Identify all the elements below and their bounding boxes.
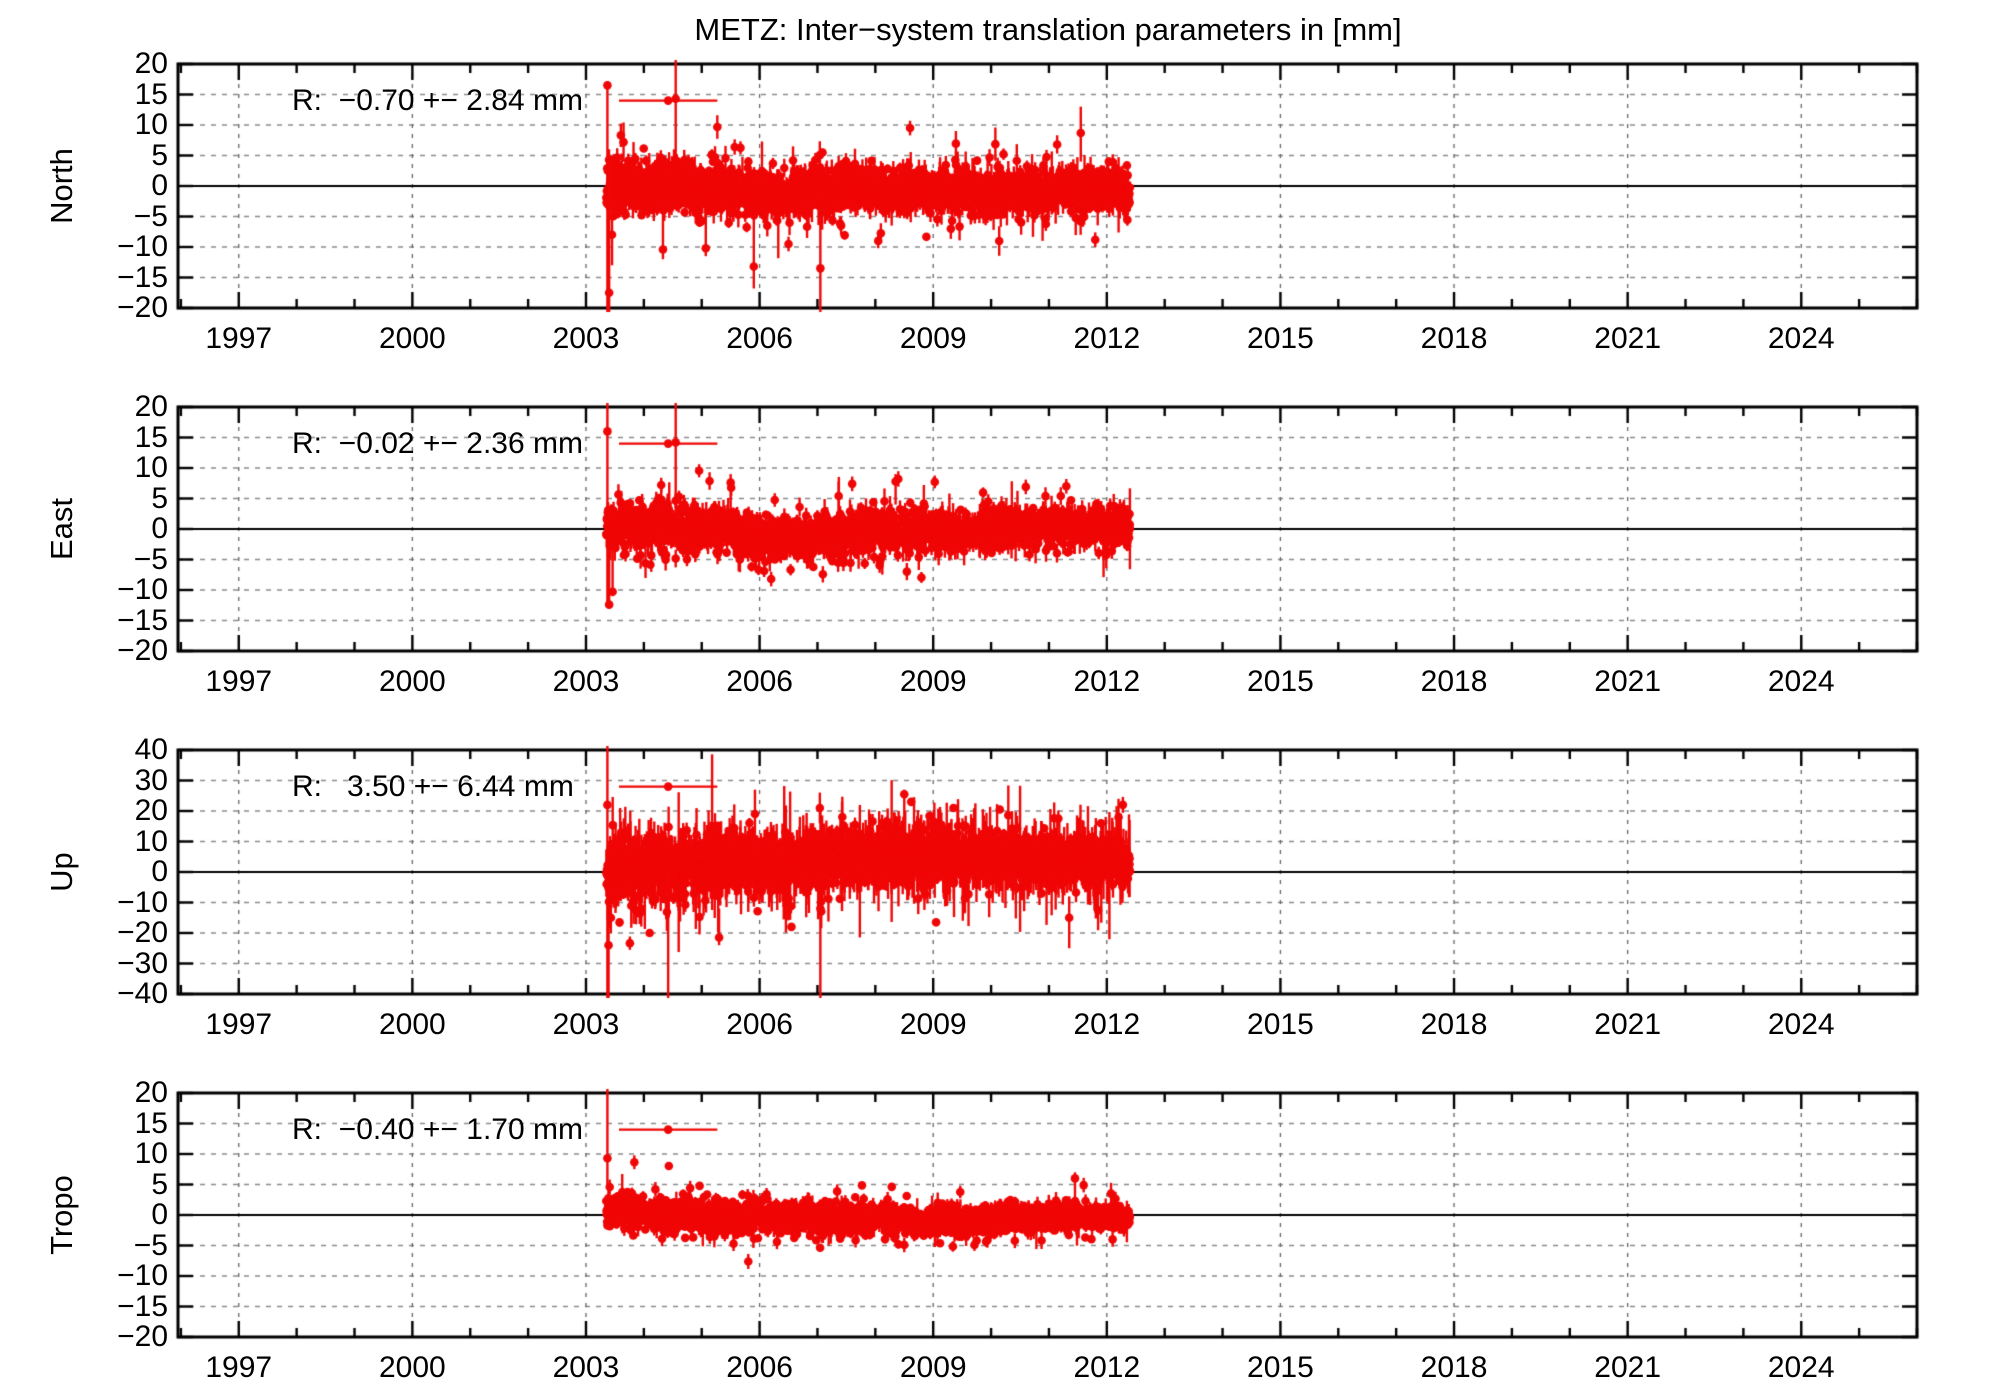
x-tick-label: 2015 (1247, 1351, 1314, 1384)
y-tick-label: −10 (117, 573, 168, 606)
y-tick-label: −20 (117, 634, 168, 667)
y-tick-label: −15 (117, 1289, 168, 1323)
x-tick-label: 2009 (899, 322, 967, 355)
y-tick-label: 20 (134, 794, 168, 827)
y-tick-label: 10 (134, 451, 168, 484)
y-tick-label: 15 (134, 420, 168, 454)
y-tick-label: 10 (134, 108, 168, 141)
legend-text-north: R: −0.70 +− 2.84 mm (292, 84, 583, 117)
x-tick-label: 2024 (1767, 1351, 1835, 1384)
y-tick-label: −10 (117, 885, 168, 919)
y-tick-label: −5 (133, 1228, 168, 1262)
y-tick-label: 5 (151, 481, 168, 515)
y-tick-label: 15 (134, 77, 168, 111)
y-tick-label: 5 (151, 138, 168, 172)
x-tick-label: 1997 (205, 322, 273, 355)
x-tick-label: 1997 (205, 665, 273, 698)
y-tick-label: 10 (134, 824, 168, 858)
x-tick-label: 2015 (1247, 1008, 1314, 1041)
x-tick-label: 2009 (899, 1008, 967, 1041)
x-tick-label: 2003 (552, 1351, 620, 1384)
y-tick-label: −5 (133, 199, 168, 233)
y-tick-label: −10 (117, 1259, 168, 1292)
y-tick-label: 0 (151, 512, 168, 545)
y-tick-label: 0 (151, 855, 168, 888)
y-tick-label: −30 (117, 946, 168, 980)
x-tick-label: 2021 (1594, 1008, 1662, 1041)
x-tick-label: 2012 (1073, 1008, 1141, 1041)
x-tick-label: 2021 (1594, 665, 1662, 698)
x-tick-label: 2009 (899, 665, 967, 698)
y-tick-label: 20 (134, 390, 168, 423)
y-tick-label: −20 (117, 291, 168, 324)
x-tick-label: 2006 (726, 322, 793, 355)
x-tick-label: 2012 (1073, 1351, 1141, 1384)
x-tick-label: 2018 (1420, 1351, 1488, 1384)
x-tick-label: 2018 (1420, 665, 1488, 698)
y-tick-label: −20 (117, 1320, 168, 1353)
y-tick-label: 20 (134, 1076, 168, 1109)
legend-text-tropo: R: −0.40 +− 1.70 mm (292, 1113, 583, 1146)
y-tick-label: −40 (117, 977, 168, 1010)
y-tick-label: 20 (134, 47, 168, 80)
legend-text-east: R: −0.02 +− 2.36 mm (292, 427, 583, 460)
legend-text-up: R: 3.50 +− 6.44 mm (292, 770, 574, 803)
x-tick-label: 2012 (1073, 322, 1141, 355)
x-tick-label: 2003 (552, 322, 620, 355)
x-tick-label: 2018 (1420, 322, 1488, 355)
x-tick-label: 1997 (205, 1008, 273, 1041)
x-tick-label: 2003 (552, 1008, 620, 1041)
y-tick-label: −15 (117, 603, 168, 637)
x-tick-label: 2012 (1073, 665, 1141, 698)
x-tick-label: 2000 (378, 665, 446, 698)
chart-title: METZ: Inter−system translation parameter… (694, 12, 1402, 47)
x-tick-label: 2009 (899, 1351, 967, 1384)
y-tick-label: 30 (134, 763, 168, 797)
x-tick-label: 2006 (726, 665, 793, 698)
y-tick-label: 10 (134, 1137, 168, 1170)
y-tick-label: −15 (117, 260, 168, 294)
x-tick-label: 2024 (1767, 1008, 1835, 1041)
y-tick-label: 0 (151, 169, 168, 202)
y-tick-label: −20 (117, 916, 168, 949)
x-tick-label: 2000 (378, 322, 446, 355)
x-tick-label: 2015 (1247, 322, 1314, 355)
y-tick-label: −10 (117, 230, 168, 263)
x-tick-label: 2021 (1594, 322, 1662, 355)
y-tick-label: 15 (134, 1106, 168, 1140)
y-tick-label: 40 (134, 733, 168, 766)
x-tick-label: 2021 (1594, 1351, 1662, 1384)
y-tick-label: 0 (151, 1198, 168, 1231)
x-tick-label: 1997 (205, 1351, 273, 1384)
x-tick-label: 2006 (726, 1008, 793, 1041)
x-tick-label: 2006 (726, 1351, 793, 1384)
x-tick-label: 2003 (552, 665, 620, 698)
x-tick-label: 2000 (378, 1008, 446, 1041)
y-tick-label: 5 (151, 1167, 168, 1201)
x-tick-label: 2024 (1767, 665, 1835, 698)
x-tick-label: 2000 (378, 1351, 446, 1384)
x-tick-label: 2015 (1247, 665, 1314, 698)
x-tick-label: 2024 (1767, 322, 1835, 355)
y-tick-label: −5 (133, 542, 168, 576)
x-tick-label: 2018 (1420, 1008, 1488, 1041)
